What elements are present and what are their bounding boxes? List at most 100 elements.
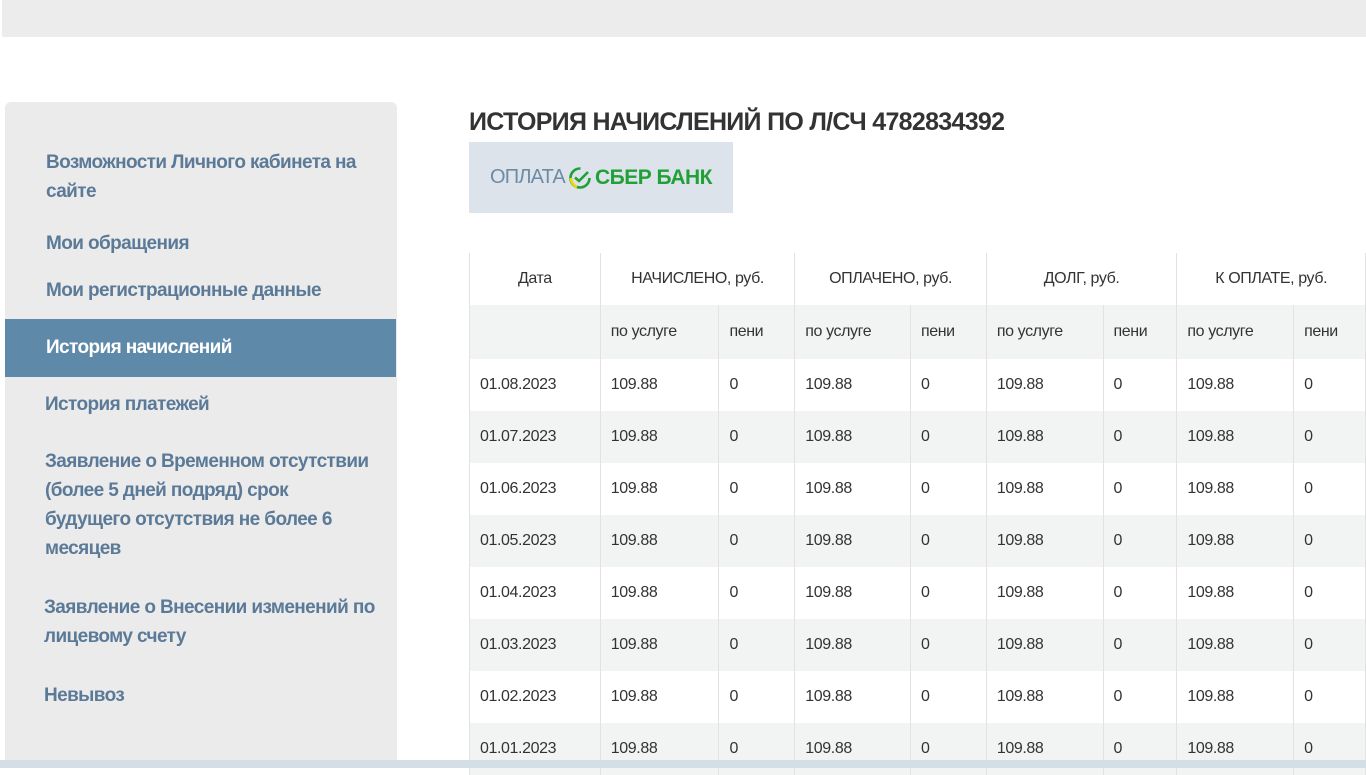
cell-date: 01.03.2023 bbox=[469, 619, 601, 671]
cell-value: 0 bbox=[1293, 411, 1366, 463]
cell-value: 0 bbox=[909, 619, 987, 671]
cell-date: 01.02.2023 bbox=[469, 671, 601, 723]
sidebar-item-nevyvoz[interactable]: Невывоз bbox=[44, 685, 125, 706]
table-row: 01.02.2023 109.88 0 109.88 0 109.88 0 109.88 0 bbox=[469, 671, 1366, 723]
cell-value: 109.88 bbox=[599, 567, 720, 619]
cell-value: 109.88 bbox=[985, 411, 1104, 463]
top-bar bbox=[2, 0, 1366, 37]
cell-value: 0 bbox=[1102, 619, 1178, 671]
cell-value: 0 bbox=[718, 567, 796, 619]
cell-value: 109.88 bbox=[1176, 359, 1295, 411]
cell-value: 0 bbox=[1293, 515, 1366, 567]
column-header-paid: ОПЛАЧЕНО, руб. bbox=[794, 253, 987, 305]
cell-value: 109.88 bbox=[794, 463, 911, 515]
cell-value: 109.88 bbox=[599, 463, 720, 515]
subheader-service: по услуге bbox=[1176, 305, 1295, 359]
sidebar-item-changes-application[interactable]: Заявление о Внесении изменений по лицево… bbox=[44, 597, 375, 647]
cell-value: 109.88 bbox=[1176, 463, 1295, 515]
cell-value: 109.88 bbox=[794, 411, 911, 463]
cell-value: 109.88 bbox=[985, 567, 1104, 619]
cell-value: 0 bbox=[718, 619, 796, 671]
cell-date: 01.07.2023 bbox=[469, 411, 601, 463]
cell-value: 0 bbox=[909, 411, 987, 463]
pay-brand: СБЕР БАНК bbox=[594, 165, 713, 189]
sidebar-item-absence-application[interactable]: Заявление о Временном отсутствии (более … bbox=[45, 451, 369, 559]
cell-value: 0 bbox=[1293, 567, 1366, 619]
cell-value: 109.88 bbox=[1176, 411, 1295, 463]
cell-value: 0 bbox=[1102, 359, 1178, 411]
cell-value: 0 bbox=[909, 463, 987, 515]
cell-value: 0 bbox=[718, 359, 796, 411]
cell-date: 01.04.2023 bbox=[469, 567, 601, 619]
cell-value: 0 bbox=[909, 515, 987, 567]
cell-value: 109.88 bbox=[794, 619, 911, 671]
table-row: 01.07.2023 109.88 0 109.88 0 109.88 0 109.88 0 bbox=[469, 411, 1366, 463]
cell-value: 109.88 bbox=[985, 463, 1104, 515]
cell-value: 0 bbox=[1102, 411, 1178, 463]
cell-value: 109.88 bbox=[1176, 567, 1295, 619]
cell-value: 109.88 bbox=[1176, 619, 1295, 671]
sber-check-icon bbox=[569, 166, 591, 189]
table-row: 01.06.2023 109.88 0 109.88 0 109.88 0 109.88 0 bbox=[469, 463, 1366, 515]
subheader-service: по услуге bbox=[599, 305, 720, 359]
sidebar-item-charges-history[interactable]: История начислений bbox=[5, 319, 396, 377]
cell-value: 0 bbox=[1293, 463, 1366, 515]
cell-value: 109.88 bbox=[599, 671, 720, 723]
pay-prefix: ОПЛАТА bbox=[490, 166, 566, 188]
sidebar-item-features[interactable]: Возможности Личного кабинета на сайте bbox=[46, 152, 357, 202]
cell-value: 0 bbox=[1293, 671, 1366, 723]
subheader-penalty: пени bbox=[1102, 305, 1178, 359]
cell-value: 0 bbox=[1293, 619, 1366, 671]
cell-value: 109.88 bbox=[599, 411, 720, 463]
sber-pay-button[interactable]: ОПЛАТА СБЕР БАНК bbox=[469, 142, 733, 213]
cell-value: 0 bbox=[718, 463, 796, 515]
subheader-service: по услуге bbox=[985, 305, 1104, 359]
cell-value: 109.88 bbox=[985, 671, 1104, 723]
table-row: 01.05.2023 109.88 0 109.88 0 109.88 0 109.88 0 bbox=[469, 515, 1366, 567]
table-header-row: Дата НАЧИСЛЕНО, руб. ОПЛАЧЕНО, руб. ДОЛГ… bbox=[469, 253, 1366, 305]
page-title: ИСТОРИЯ НАЧИСЛЕНИЙ ПО Л/СЧ 4782834392 bbox=[469, 108, 1005, 136]
table-row: 01.08.2023 109.88 0 109.88 0 109.88 0 109.88 0 bbox=[469, 359, 1366, 411]
cell-date: 01.08.2023 bbox=[469, 359, 601, 411]
subheader-penalty: пени bbox=[909, 305, 987, 359]
subheader-empty bbox=[469, 305, 601, 359]
column-header-date: Дата bbox=[469, 253, 601, 305]
cell-value: 109.88 bbox=[1176, 671, 1295, 723]
cell-date: 01.06.2023 bbox=[469, 463, 601, 515]
cell-value: 0 bbox=[1102, 671, 1178, 723]
column-header-charged: НАЧИСЛЕНО, руб. bbox=[599, 253, 796, 305]
table-row: 01.04.2023 109.88 0 109.88 0 109.88 0 109.88 0 bbox=[469, 567, 1366, 619]
table-subheader-row: по услуге пени по услуге пени по услуге … bbox=[469, 305, 1366, 359]
bottom-bar bbox=[0, 760, 1366, 768]
cell-value: 0 bbox=[1102, 567, 1178, 619]
sidebar: Возможности Личного кабинета на сайте Мо… bbox=[5, 102, 397, 768]
cell-value: 109.88 bbox=[1176, 515, 1295, 567]
cell-value: 109.88 bbox=[599, 359, 720, 411]
cell-value: 0 bbox=[1102, 515, 1178, 567]
cell-value: 0 bbox=[1102, 463, 1178, 515]
sidebar-item-registration[interactable]: Мои регистрационные данные bbox=[46, 280, 322, 301]
cell-value: 109.88 bbox=[794, 359, 911, 411]
cell-value: 0 bbox=[909, 671, 987, 723]
cell-value: 109.88 bbox=[985, 619, 1104, 671]
sidebar-item-payments-history[interactable]: История платежей bbox=[45, 394, 210, 415]
subheader-service: по услуге bbox=[794, 305, 911, 359]
cell-value: 0 bbox=[718, 671, 796, 723]
column-header-to-pay: К ОПЛАТЕ, руб. bbox=[1176, 253, 1366, 305]
table-row: 01.03.2023 109.88 0 109.88 0 109.88 0 109.88 0 bbox=[469, 619, 1366, 671]
cell-value: 109.88 bbox=[599, 515, 720, 567]
cell-value: 109.88 bbox=[599, 619, 720, 671]
cell-value: 109.88 bbox=[985, 359, 1104, 411]
cell-value: 109.88 bbox=[794, 567, 911, 619]
subheader-penalty: пени bbox=[1293, 305, 1366, 359]
cell-value: 109.88 bbox=[794, 515, 911, 567]
cell-value: 109.88 bbox=[985, 515, 1104, 567]
cell-value: 0 bbox=[1293, 359, 1366, 411]
column-header-debt: ДОЛГ, руб. bbox=[985, 253, 1178, 305]
charges-table: Дата НАЧИСЛЕНО, руб. ОПЛАЧЕНО, руб. ДОЛГ… bbox=[469, 253, 1366, 775]
sidebar-item-requests[interactable]: Мои обращения bbox=[46, 233, 190, 254]
cell-date: 01.05.2023 bbox=[469, 515, 601, 567]
subheader-penalty: пени bbox=[718, 305, 796, 359]
cell-value: 0 bbox=[909, 359, 987, 411]
cell-value: 0 bbox=[909, 567, 987, 619]
